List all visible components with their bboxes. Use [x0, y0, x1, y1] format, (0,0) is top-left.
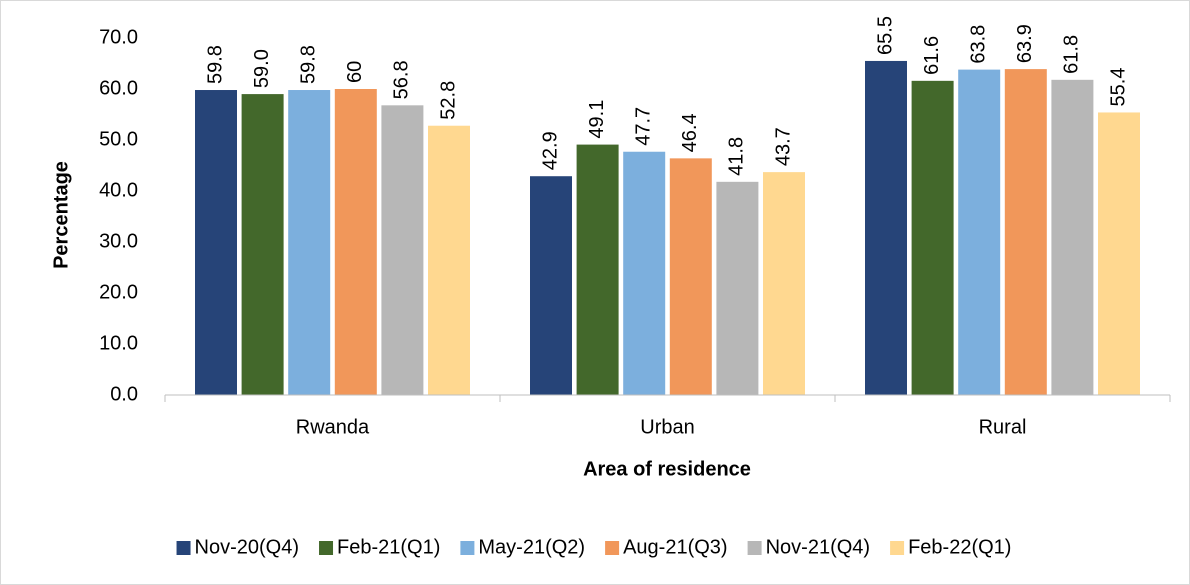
x-tick-label: Rwanda — [296, 416, 370, 438]
bar — [911, 80, 954, 395]
bar — [716, 181, 759, 395]
legend-label: Nov-20(Q4) — [195, 536, 299, 558]
bar — [623, 151, 666, 395]
x-axis-title: Area of residence — [583, 458, 751, 480]
legend-marker — [460, 541, 475, 555]
legend-label: Feb-21(Q1) — [337, 536, 440, 558]
y-tick-label: 70.0 — [99, 26, 138, 48]
data-label: 63.9 — [1014, 24, 1036, 63]
data-label: 55.4 — [1107, 68, 1129, 107]
data-label: 60 — [344, 61, 366, 83]
bar — [334, 89, 377, 395]
bar — [669, 158, 712, 395]
y-tick-label: 60.0 — [99, 77, 138, 99]
data-label: 46.4 — [679, 113, 701, 152]
bar — [195, 90, 237, 396]
y-tick-label: 30.0 — [99, 230, 138, 252]
data-label: 41.8 — [726, 137, 748, 176]
bar — [1004, 69, 1047, 396]
data-label: 59.0 — [251, 49, 273, 88]
data-label: 43.7 — [772, 127, 794, 166]
bar — [288, 90, 331, 396]
bar — [865, 60, 907, 395]
y-tick-label: 20.0 — [99, 281, 138, 303]
bar — [958, 69, 1001, 396]
bar — [428, 125, 470, 395]
bar — [763, 172, 805, 395]
legend-marker — [747, 541, 762, 555]
legend-label: Aug-21(Q3) — [623, 536, 728, 558]
x-tick-label: Urban — [640, 416, 694, 438]
x-tick-label: Rural — [979, 416, 1027, 438]
legend-marker — [176, 541, 191, 555]
y-tick-label: 40.0 — [99, 179, 138, 201]
data-label: 49.1 — [586, 100, 608, 139]
legend-label: Nov-21(Q4) — [766, 536, 870, 558]
legend-marker — [605, 541, 620, 555]
legend-marker — [319, 541, 334, 555]
bar — [576, 144, 619, 395]
data-label: 63.8 — [967, 25, 989, 64]
legend-label: May-21(Q2) — [478, 536, 585, 558]
y-tick-label: 10.0 — [99, 332, 138, 354]
bar — [530, 176, 572, 395]
bar — [381, 105, 424, 395]
data-label: 56.8 — [391, 60, 413, 99]
legend-label: Feb-22(Q1) — [908, 536, 1011, 558]
data-label: 65.5 — [874, 16, 896, 55]
y-tick-label: 0.0 — [110, 383, 138, 405]
data-label: 52.8 — [437, 81, 459, 120]
bar — [241, 94, 284, 395]
data-label: 61.8 — [1061, 35, 1083, 74]
y-axis-title: Percentage — [50, 161, 72, 269]
data-label: 59.8 — [204, 45, 226, 84]
bar — [1051, 79, 1094, 395]
data-label: 59.8 — [297, 45, 319, 84]
data-label: 47.7 — [632, 107, 654, 146]
y-tick-label: 50.0 — [99, 128, 138, 150]
data-label: 42.9 — [539, 131, 561, 170]
legend-marker — [890, 541, 905, 555]
data-label: 61.6 — [921, 36, 943, 75]
bar — [1098, 112, 1140, 396]
